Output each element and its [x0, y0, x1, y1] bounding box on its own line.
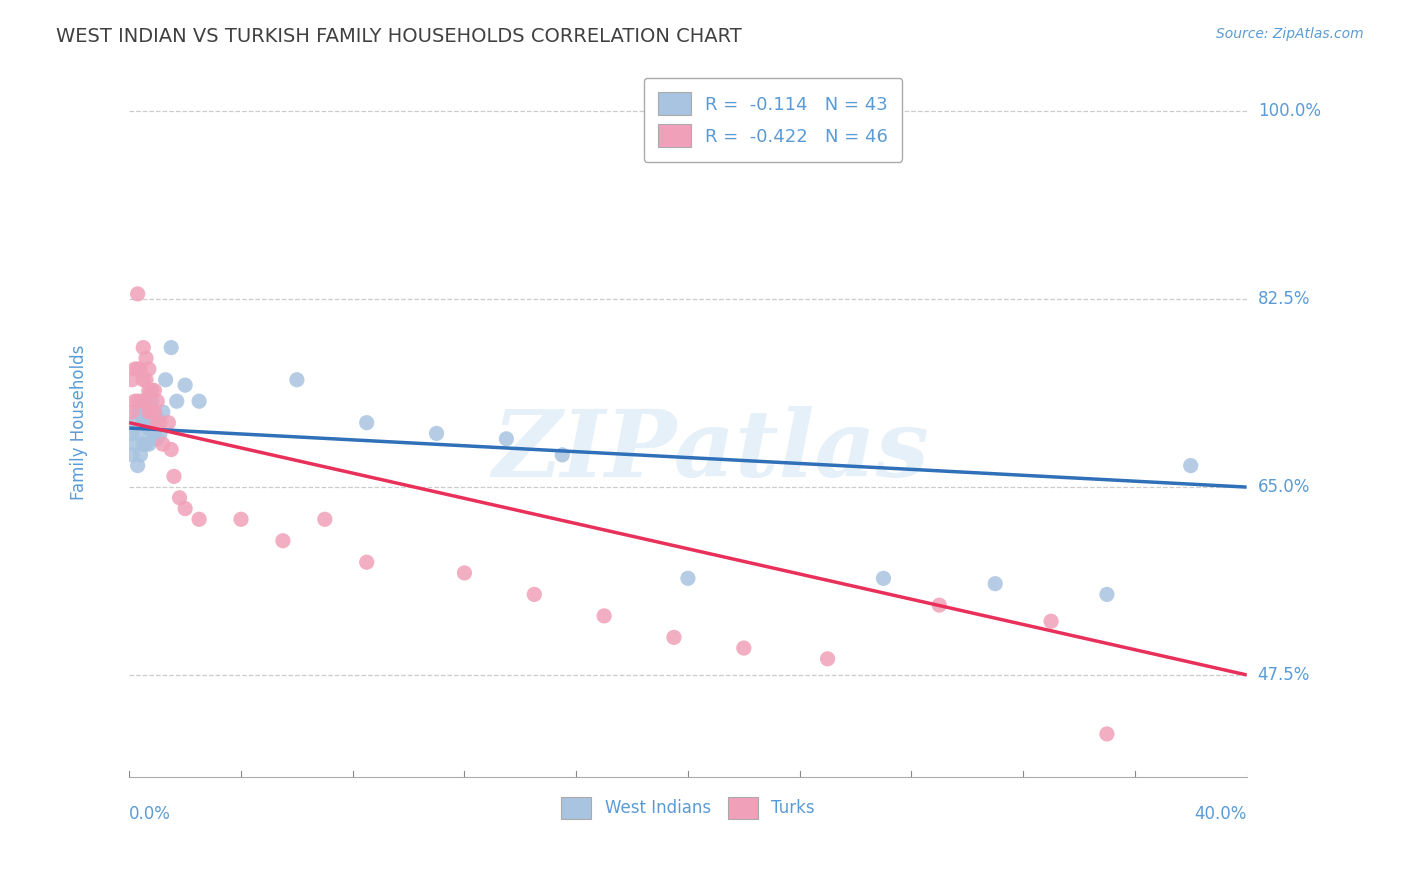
Point: [124, 362, 146, 376]
Point: [146, 410, 169, 425]
Point: [138, 437, 160, 451]
Point: [135, 394, 157, 409]
Point: [928, 598, 950, 612]
Point: [135, 416, 157, 430]
Point: [285, 373, 308, 387]
Point: [984, 576, 1007, 591]
Point: [152, 437, 174, 451]
Point: [135, 394, 157, 409]
Point: [124, 394, 146, 409]
Text: 40.0%: 40.0%: [1194, 805, 1247, 823]
Point: [453, 566, 475, 580]
Text: Family Households: Family Households: [70, 345, 89, 500]
Point: [132, 437, 155, 451]
Point: [121, 373, 143, 387]
Point: [129, 405, 152, 419]
Point: [143, 426, 166, 441]
Point: [132, 373, 155, 387]
Point: [662, 631, 685, 645]
Point: [127, 362, 149, 376]
Point: [495, 432, 517, 446]
Point: [124, 416, 146, 430]
Point: [152, 405, 174, 419]
Point: [121, 405, 143, 419]
Point: [132, 416, 155, 430]
Point: [229, 512, 252, 526]
Point: [143, 405, 166, 419]
Point: [138, 362, 160, 376]
Point: [160, 442, 183, 457]
Point: [132, 394, 155, 409]
Point: [271, 533, 294, 548]
Point: [1095, 727, 1118, 741]
Text: 0.0%: 0.0%: [129, 805, 172, 823]
Point: [149, 426, 172, 441]
Point: [146, 416, 169, 430]
Point: [169, 491, 191, 505]
Point: [121, 426, 143, 441]
Point: [127, 405, 149, 419]
Point: [1095, 587, 1118, 601]
Point: [127, 426, 149, 441]
Point: [817, 652, 839, 666]
Point: [356, 416, 378, 430]
Point: [138, 384, 160, 398]
Point: [314, 512, 336, 526]
Point: [149, 416, 172, 430]
Point: [127, 458, 149, 473]
Point: [127, 286, 149, 301]
Point: [174, 378, 197, 392]
Point: [143, 405, 166, 419]
Point: [141, 394, 163, 409]
Text: 100.0%: 100.0%: [1258, 103, 1320, 120]
Point: [135, 437, 157, 451]
Point: [138, 405, 160, 419]
Point: [157, 416, 180, 430]
Legend: West Indians, Turks: West Indians, Turks: [555, 790, 821, 825]
Point: [127, 394, 149, 409]
Point: [166, 394, 188, 409]
Point: [146, 394, 169, 409]
Point: [135, 351, 157, 366]
Text: ZIPatlas: ZIPatlas: [492, 406, 929, 496]
Point: [132, 341, 155, 355]
Point: [138, 405, 160, 419]
Point: [138, 421, 160, 435]
Point: [124, 437, 146, 451]
Point: [141, 384, 163, 398]
Text: 82.5%: 82.5%: [1258, 290, 1310, 309]
Point: [1180, 458, 1202, 473]
Point: [733, 641, 755, 656]
Point: [129, 362, 152, 376]
Text: 65.0%: 65.0%: [1258, 478, 1310, 496]
Point: [155, 373, 177, 387]
Text: Source: ZipAtlas.com: Source: ZipAtlas.com: [1216, 27, 1364, 41]
Point: [174, 501, 197, 516]
Point: [523, 587, 546, 601]
Point: [143, 384, 166, 398]
Point: [135, 373, 157, 387]
Text: 47.5%: 47.5%: [1258, 666, 1310, 684]
Point: [356, 555, 378, 569]
Point: [676, 571, 699, 585]
Point: [129, 448, 152, 462]
Point: [425, 426, 447, 441]
Point: [593, 608, 616, 623]
Point: [132, 394, 155, 409]
Point: [160, 341, 183, 355]
Point: [188, 394, 211, 409]
Point: [146, 432, 169, 446]
Point: [163, 469, 186, 483]
Point: [141, 410, 163, 425]
Point: [121, 448, 143, 462]
Point: [141, 405, 163, 419]
Point: [872, 571, 894, 585]
Point: [551, 448, 574, 462]
Point: [129, 394, 152, 409]
Point: [141, 426, 163, 441]
Point: [1040, 614, 1063, 628]
Point: [138, 389, 160, 403]
Point: [188, 512, 211, 526]
Text: WEST INDIAN VS TURKISH FAMILY HOUSEHOLDS CORRELATION CHART: WEST INDIAN VS TURKISH FAMILY HOUSEHOLDS…: [56, 27, 742, 45]
